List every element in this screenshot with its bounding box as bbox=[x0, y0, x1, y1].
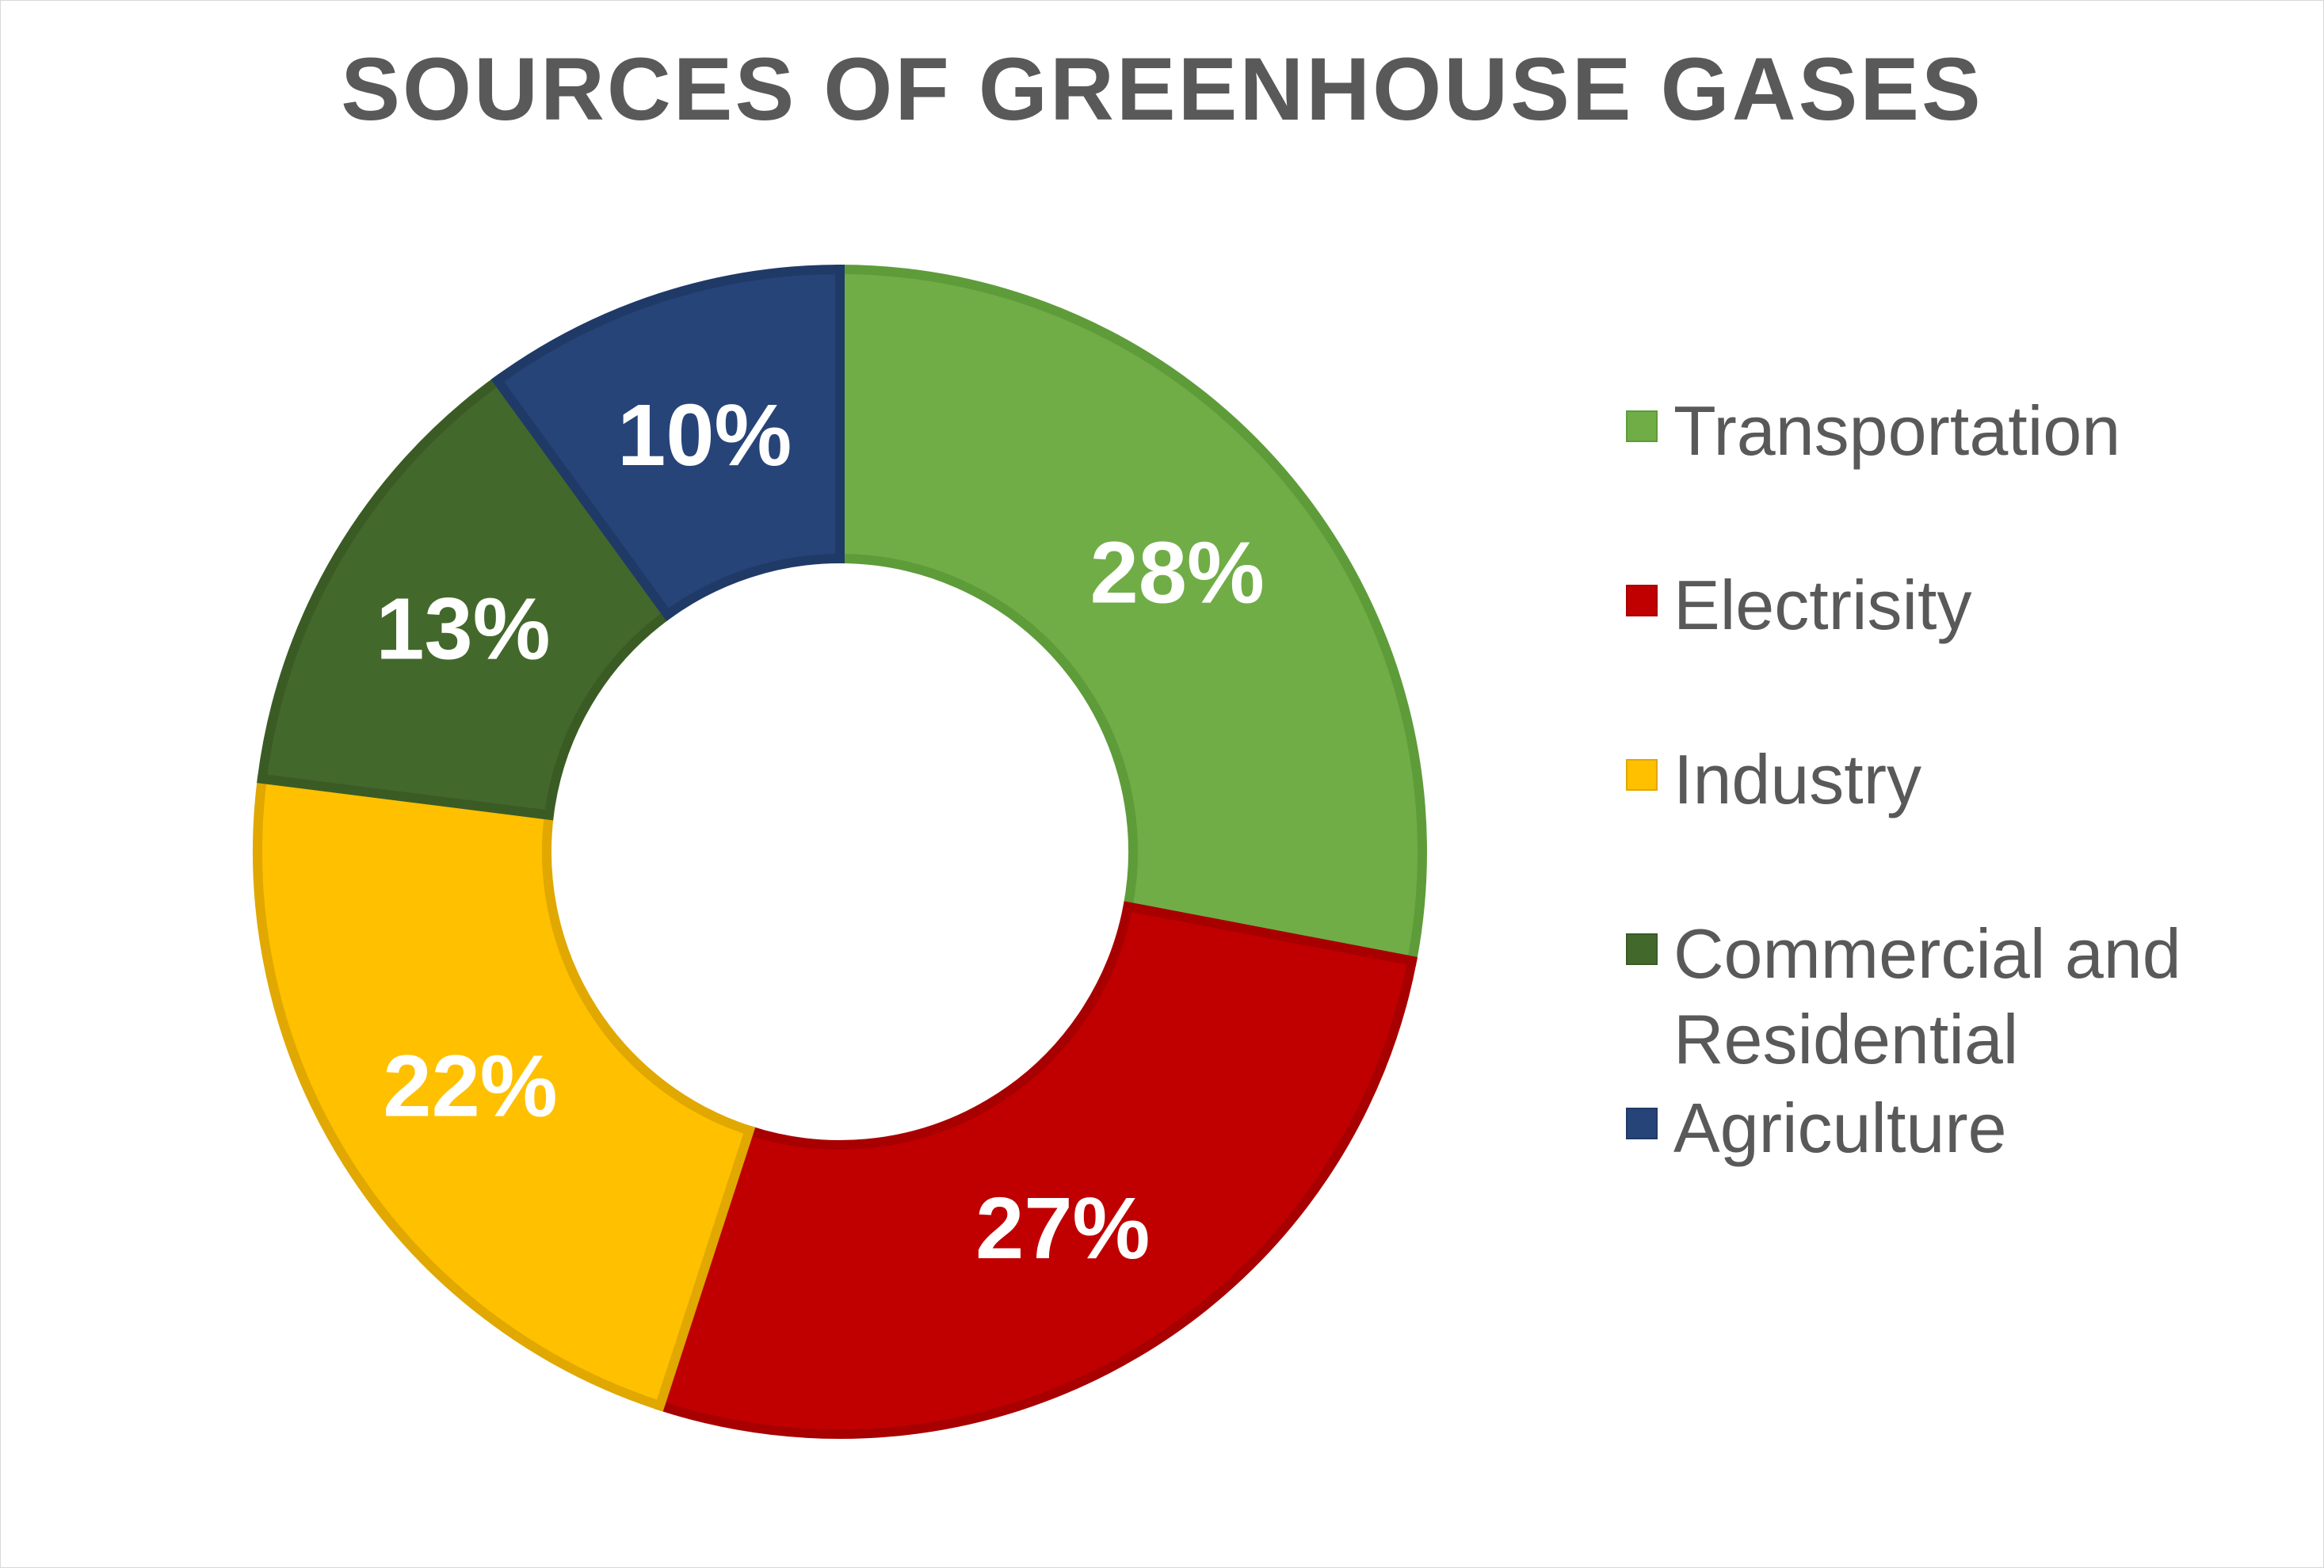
legend-label-transportation: Transportation bbox=[1673, 391, 2121, 470]
slice-electrisity bbox=[654, 901, 1418, 1439]
chart-title: SOURCES OF GREENHOUSE GASES bbox=[341, 40, 1983, 139]
legend-swatch-electrisity bbox=[1626, 585, 1658, 616]
slice-agriculture bbox=[490, 264, 845, 622]
legend-swatch-commercial-and-residential bbox=[1626, 933, 1658, 965]
legend-label-electrisity: Electrisity bbox=[1673, 566, 1972, 644]
slice-transportation bbox=[835, 264, 1427, 967]
legend-swatch-industry bbox=[1626, 759, 1658, 791]
legend-item-commercial-and-residential: Commercial and Residential bbox=[1626, 911, 2276, 1082]
legend-item-agriculture: Agriculture bbox=[1626, 1085, 2276, 1171]
legend-label-commercial-and-residential: Commercial and Residential bbox=[1673, 914, 2181, 1078]
legend-swatch-transportation bbox=[1626, 410, 1658, 442]
data-label-commercial-and-residential: 13% bbox=[376, 580, 550, 677]
slice-commercial-and-residential bbox=[257, 373, 674, 821]
legend-item-electrisity: Electrisity bbox=[1626, 563, 2276, 648]
legend-item-transportation: Transportation bbox=[1626, 388, 2276, 474]
data-label-industry: 22% bbox=[383, 1038, 557, 1135]
legend-label-agriculture: Agriculture bbox=[1673, 1089, 2007, 1167]
slice-industry bbox=[253, 773, 756, 1412]
data-label-agriculture: 10% bbox=[617, 387, 792, 484]
legend-label-industry: Industry bbox=[1673, 740, 1922, 818]
data-label-transportation: 28% bbox=[1090, 524, 1265, 621]
legend-item-industry: Industry bbox=[1626, 737, 2276, 822]
data-label-electrisity: 27% bbox=[975, 1180, 1150, 1277]
legend-swatch-agriculture bbox=[1626, 1108, 1658, 1139]
